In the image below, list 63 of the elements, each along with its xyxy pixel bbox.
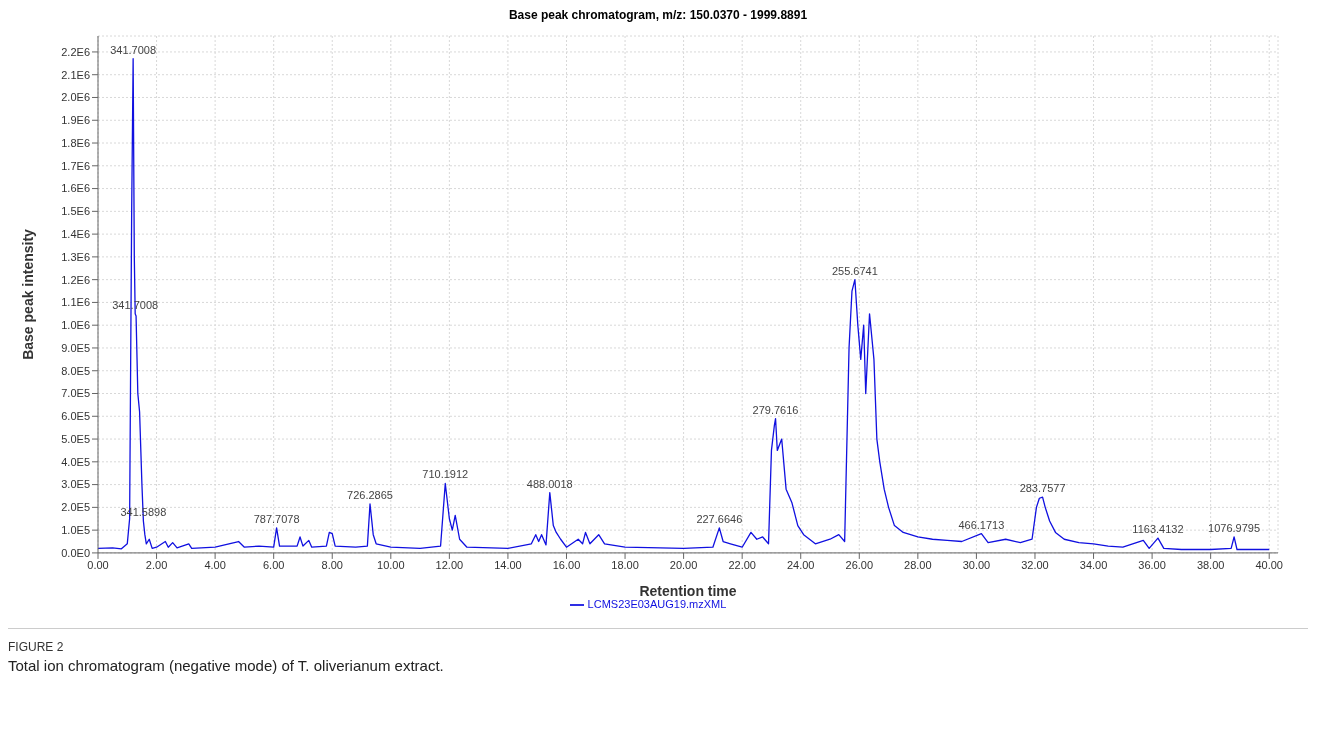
annotation: 466.1713 [958, 518, 1005, 531]
y-tick-label: 1.0E6 [61, 319, 90, 332]
x-tick-label: 28.00 [904, 558, 932, 571]
y-tick-label: 1.4E6 [61, 228, 90, 241]
x-tick-label: 2.00 [145, 558, 168, 571]
x-tick-label: 14.00 [494, 558, 522, 571]
y-tick-label: 1.9E6 [61, 114, 90, 127]
x-tick-label: 18.00 [611, 558, 639, 571]
x-tick-label: 40.00 [1255, 558, 1283, 571]
chart-title: Base peak chromatogram, m/z: 150.0370 - 1999.8891 [507, 8, 809, 22]
x-tick-label: 0.00 [87, 558, 109, 571]
x-tick-label: 22.00 [728, 558, 756, 571]
annotation: 283.7577 [1019, 482, 1066, 495]
x-tick-label: 36.00 [1138, 558, 1166, 571]
x-tick-label: 10.00 [377, 558, 405, 571]
y-tick-label: 1.1E6 [61, 296, 90, 309]
x-tick-label: 20.00 [669, 558, 698, 571]
y-tick-label: 0.0E0 [61, 546, 90, 559]
y-axis-title: Base peak intensity [19, 228, 36, 360]
y-tick-label: 1.6E6 [61, 182, 90, 195]
y-tick-label: 4.0E5 [61, 455, 90, 468]
y-tick-label: 8.0E5 [61, 364, 90, 377]
y-tick-label: 6.0E5 [61, 410, 90, 423]
x-axis-title: Retention time [639, 582, 737, 599]
x-tick-label: 32.00 [1021, 558, 1049, 571]
line-series [98, 58, 1270, 551]
y-tick-label: 7.0E5 [61, 387, 90, 400]
y-tick-label: 2.0E6 [61, 91, 90, 104]
y-tick-label: 2.0E5 [61, 501, 90, 514]
y-tick-label: 2.1E6 [61, 68, 90, 81]
y-tick-label: 2.2E6 [61, 45, 90, 58]
y-tick-label: 1.0E5 [61, 524, 90, 537]
annotation: 1163.4132 [1132, 523, 1184, 536]
x-tick-label: 8.00 [321, 558, 343, 571]
x-tick-label: 6.00 [262, 558, 285, 571]
x-tick-label: 26.00 [845, 558, 874, 571]
y-tick-label: 5.0E5 [61, 432, 90, 445]
annotation: 279.7616 [752, 403, 799, 416]
y-tick-label: 1.7E6 [61, 159, 90, 172]
x-tick-label: 24.00 [786, 558, 815, 571]
annotation: 1076.9795 [1208, 521, 1261, 534]
annotation: 488.0018 [526, 477, 573, 490]
annotation: 341.7008 [110, 43, 157, 56]
y-tick-label: 1.8E6 [61, 136, 90, 149]
text: Total ion chromatogram (negative mode) of T. oliverianum extract. [8, 657, 445, 674]
y-tick-label: 1.5E6 [61, 205, 90, 218]
y-tick-label: 1.3E6 [61, 250, 90, 263]
x-tick-label: 4.00 [204, 558, 226, 571]
annotation: 787.7078 [253, 512, 300, 525]
x-tick-label: 12.00 [435, 558, 464, 571]
y-tick-label: 3.0E5 [61, 478, 90, 491]
legend-label: LCMS23E03AUG19.mzXML [587, 597, 727, 610]
x-tick-label: 16.00 [552, 558, 581, 571]
annotation: 710.1912 [422, 468, 469, 481]
x-tick-label: 34.00 [1079, 558, 1108, 571]
annotation: 255.6741 [831, 264, 878, 277]
annotation: 227.6646 [696, 512, 743, 525]
caption: FIGURE 2 [8, 640, 65, 654]
y-tick-label: 9.0E5 [61, 341, 90, 354]
annotation: 726.2865 [347, 488, 393, 501]
y-tick-label: 1.2E6 [61, 273, 90, 286]
x-tick-label: 38.00 [1196, 558, 1225, 571]
x-tick-label: 30.00 [962, 558, 991, 571]
